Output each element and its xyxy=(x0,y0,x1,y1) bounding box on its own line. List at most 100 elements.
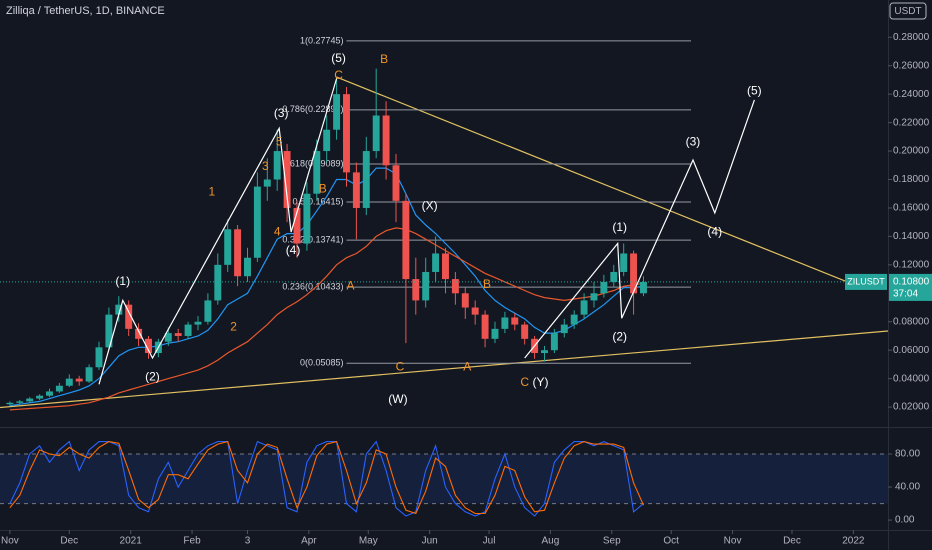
candle-body xyxy=(343,94,350,173)
wave-label: C xyxy=(520,375,529,389)
x-tick-label: Dec xyxy=(783,536,801,547)
candle-body xyxy=(214,264,222,301)
x-tick-label: Aug xyxy=(542,536,560,547)
candle-body xyxy=(95,347,103,368)
candle-body xyxy=(511,317,519,325)
candle-body xyxy=(333,94,341,130)
candle-body xyxy=(125,304,133,329)
candle-body xyxy=(382,115,390,166)
candle-body xyxy=(55,385,63,392)
candle-body xyxy=(135,328,143,339)
currency-box[interactable] xyxy=(889,2,927,20)
x-tick-label: Sep xyxy=(603,536,621,547)
wave-path xyxy=(524,99,755,359)
y-tick-label: 0.20000 xyxy=(893,146,930,157)
candle-body xyxy=(313,151,321,194)
y-tick-label: 80.00 xyxy=(895,449,920,460)
wave-label: (1) xyxy=(115,274,130,288)
fib-label: 0(0.05085) xyxy=(300,358,344,368)
y-tick-label: 0.08000 xyxy=(893,316,930,327)
candle-body xyxy=(65,378,73,386)
candle-body xyxy=(204,300,212,322)
x-tick-label: May xyxy=(359,536,378,547)
candle-body xyxy=(442,253,449,280)
x-tick-label: Nov xyxy=(724,536,742,547)
y-tick-label: 40.00 xyxy=(895,482,920,493)
wave-label: 2 xyxy=(230,320,237,334)
trendline xyxy=(0,330,889,409)
candle-body xyxy=(550,333,558,351)
candle-body xyxy=(541,350,548,354)
y-tick-label: 0.00 xyxy=(895,515,915,526)
fib-label: 0.236(0.10433) xyxy=(282,282,343,292)
y-tick-label: 0.18000 xyxy=(893,174,930,185)
candle-body xyxy=(471,307,479,315)
wave-path xyxy=(98,78,338,385)
candle-body xyxy=(323,129,331,152)
oscillator-line xyxy=(9,440,645,515)
wave-label: (3) xyxy=(274,106,289,120)
x-tick-label: Feb xyxy=(183,536,201,547)
wave-label: (5) xyxy=(747,83,762,97)
fib-label: 0.382(0.13741) xyxy=(282,234,343,244)
oscillator-line xyxy=(9,440,644,517)
candle-body xyxy=(451,279,459,294)
price-badge xyxy=(889,273,932,301)
y-tick-label: 0.06000 xyxy=(893,345,930,356)
currency[interactable]: USDT xyxy=(894,6,921,17)
y-tick-label: 0.16000 xyxy=(893,203,930,214)
wave-label: B xyxy=(319,182,327,196)
wave-label: (5) xyxy=(331,51,346,65)
y-tick-label: 0.28000 xyxy=(893,32,930,43)
candle-body xyxy=(174,333,182,336)
y-tick-label: 0.12000 xyxy=(893,259,930,270)
candle-body xyxy=(6,402,14,405)
y-tick-label: 0.02000 xyxy=(893,402,930,413)
wave-label: A xyxy=(463,359,471,373)
x-tick-label: Dec xyxy=(60,536,78,547)
fib-label: 0.618(0.19089) xyxy=(282,158,343,168)
candle-body xyxy=(491,328,499,339)
candle-body xyxy=(234,229,242,277)
wave-label: (W) xyxy=(388,392,407,406)
x-tick-label: 2022 xyxy=(842,536,865,547)
candle-body xyxy=(600,281,608,294)
candle-body xyxy=(85,367,93,382)
wave-label: A xyxy=(346,278,354,292)
wave-label: B xyxy=(483,277,491,291)
candle-body xyxy=(283,151,291,208)
candle-body xyxy=(303,193,311,244)
x-tick-label: Apr xyxy=(301,536,317,547)
wave-label: (1) xyxy=(612,220,627,234)
candle-body xyxy=(640,281,647,294)
candle-body xyxy=(26,398,34,402)
y-tick-label: 0.26000 xyxy=(893,60,930,71)
candle-body xyxy=(224,229,232,265)
candle-body xyxy=(422,271,430,301)
candle-body xyxy=(580,300,588,315)
x-tick-label: Jul xyxy=(483,536,496,547)
candle-body xyxy=(194,321,202,325)
wave-label: (2) xyxy=(612,330,627,344)
wave-label: C xyxy=(396,359,405,373)
candle-body xyxy=(145,338,152,354)
candle-body xyxy=(501,317,509,329)
moving-average xyxy=(9,167,644,407)
chart-title: Zilliqa / TetherUS, 1D, BINANCE xyxy=(6,5,165,17)
candle-body xyxy=(402,200,410,280)
candle-body xyxy=(263,179,271,187)
candle-body xyxy=(352,172,360,208)
candle-body xyxy=(432,253,440,272)
symbol-badge xyxy=(845,273,887,290)
candle-body xyxy=(244,257,251,277)
x-tick-label: Nov xyxy=(1,536,19,547)
candle-body xyxy=(293,207,301,244)
y-tick-label: 0.14000 xyxy=(893,231,930,242)
candle-body xyxy=(273,151,281,180)
candle-body xyxy=(630,253,638,294)
candle-body xyxy=(362,151,370,208)
wave-label: 5 xyxy=(276,135,283,149)
